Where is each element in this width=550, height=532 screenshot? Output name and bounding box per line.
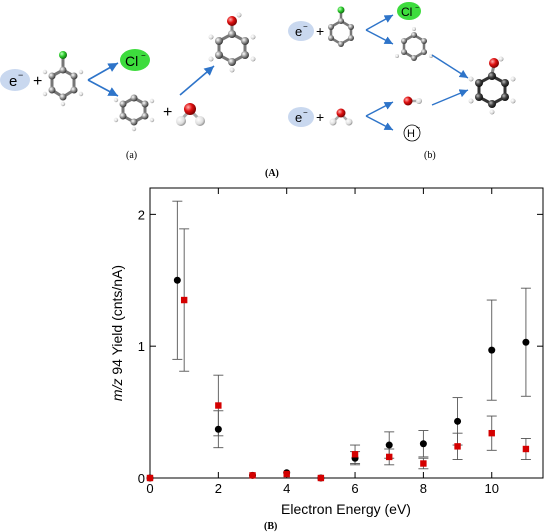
arrow-to-chloride-b <box>365 14 394 31</box>
y-tick-label: 0 <box>138 471 145 486</box>
electron-charge-bottom: − <box>303 108 308 117</box>
hydroxyl-radical-icon <box>403 96 422 106</box>
arrow-to-phenyl <box>87 79 119 97</box>
arrow-to-hydroxyl <box>365 101 394 117</box>
plot-frame <box>149 187 544 479</box>
plus-sign: + <box>33 73 42 90</box>
x-tick-label: 0 <box>146 481 153 496</box>
x-tick-label: 8 <box>420 481 427 496</box>
chloride-label-b: Cl <box>401 5 412 19</box>
electron-charge: − <box>18 70 23 80</box>
yield-chart: 0 2 4 6 8 10 0 1 2 Electron Energy (eV) m/z 94 Y… <box>109 187 544 532</box>
plus-sign-bottom: + <box>316 109 324 125</box>
axis-ticks: 0 2 4 6 8 10 0 1 2 <box>138 188 543 496</box>
electron-charge-top: − <box>303 22 308 31</box>
chloride-ion-bubble: Cl − <box>120 49 150 71</box>
data-point-black <box>488 346 496 354</box>
data-point-black <box>419 440 427 448</box>
electron-bubble-bottom: e − <box>288 107 314 127</box>
error-bars <box>172 200 531 470</box>
data-point-red <box>215 402 222 409</box>
data-point-red <box>351 451 359 458</box>
scheme-panel-a: e − + Cl − <box>0 12 256 161</box>
electron-label: e <box>9 73 17 90</box>
arrow-to-chloride <box>87 62 119 81</box>
chart-caption: (B) <box>264 521 277 532</box>
arrow-to-phenol <box>179 65 215 96</box>
x-tick-label: 2 <box>215 481 222 496</box>
chloride-charge-b: − <box>415 5 419 12</box>
data-point-black <box>214 425 222 433</box>
data-point-red <box>146 474 154 482</box>
chlorobenzene-molecule-icon-b <box>328 6 354 47</box>
hydride-charge: − <box>416 125 420 132</box>
electron-label-top: e <box>295 24 302 39</box>
scheme-caption: (A) <box>265 168 279 179</box>
data-point-black <box>385 441 393 449</box>
panel-b-caption: (b) <box>424 150 436 161</box>
hydride-ion-bubble: H − <box>403 124 421 142</box>
arrow-phenyl-to-phenol <box>431 54 469 79</box>
data-point-red <box>386 453 393 461</box>
x-tick-label: 10 <box>485 481 499 496</box>
chloride-label: Cl <box>125 53 138 69</box>
x-tick-label: 4 <box>283 481 290 496</box>
y-tick-label: 1 <box>138 339 145 354</box>
data-point-red <box>522 445 530 453</box>
data-point-red <box>488 429 495 437</box>
arrow-to-phenyl-b <box>365 29 394 45</box>
data-point-black <box>454 417 462 425</box>
data-point-red <box>454 443 461 450</box>
phenol-molecule-icon-b <box>468 56 516 115</box>
data-point-red <box>249 472 256 479</box>
phenol-molecule-icon <box>208 12 256 73</box>
water-molecule-icon <box>176 103 205 126</box>
panel-a-caption: (a) <box>126 150 137 161</box>
electron-bubble: e − <box>0 69 30 91</box>
electron-label-bottom: e <box>295 110 302 125</box>
y-axis-label-rest: 94 Yield (cnts/nA) <box>109 265 125 379</box>
scheme-panel-b: e − + Cl − <box>288 2 516 161</box>
chloride-charge: − <box>141 51 146 60</box>
phenyl-radical-molecule-icon <box>113 94 155 132</box>
x-axis-label: Electron Energy (eV) <box>281 501 411 517</box>
data-markers <box>146 276 530 482</box>
y-axis-label-mz: m/z <box>109 379 125 402</box>
x-tick-label: 6 <box>351 481 358 496</box>
arrow-to-hydride <box>365 115 394 131</box>
water-molecule-icon-b <box>329 108 353 126</box>
electron-bubble-top: e − <box>288 21 314 41</box>
phenyl-radical-molecule-icon-b <box>395 27 433 61</box>
data-point-black <box>522 338 530 346</box>
data-point-red <box>317 474 325 482</box>
hydride-label: H <box>407 128 415 140</box>
data-point-red <box>180 296 188 304</box>
plus-sign-top: + <box>316 23 324 39</box>
data-point-red <box>420 460 427 467</box>
data-point-red <box>283 470 290 478</box>
y-axis-label: m/z 94 Yield (cnts/nA) <box>109 265 125 401</box>
plus-sign-water: + <box>163 104 172 121</box>
data-point-black <box>173 276 181 284</box>
chloride-ion-bubble-b: Cl − <box>397 2 421 20</box>
arrow-hydroxyl-to-phenol <box>431 89 469 106</box>
chlorobenzene-molecule-icon <box>42 51 84 107</box>
y-tick-label: 2 <box>138 207 145 222</box>
